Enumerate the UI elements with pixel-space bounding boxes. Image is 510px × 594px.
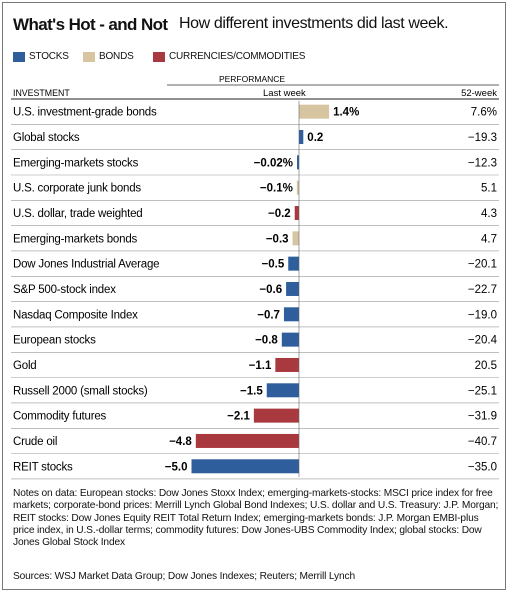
legend-item-stocks: STOCKS: [13, 51, 69, 62]
category-label: U.S. corporate junk bonds: [13, 183, 141, 195]
value-label-last-week: −0.02%: [254, 157, 293, 169]
category-label: Gold: [13, 360, 37, 372]
performance-header: PERFORMANCE: [219, 74, 285, 84]
value-label-last-week: −1.5: [240, 385, 263, 397]
bar-chart: PERFORMANCE INVESTMENT Last week 52-week…: [11, 74, 499, 480]
value-label-last-week: −5.0: [165, 461, 188, 473]
bar-last-week: [297, 155, 299, 170]
value-label-last-week: −4.8: [169, 436, 192, 448]
notes-text: Notes on data: European stocks: Dow Jone…: [13, 488, 499, 549]
legend-label-currencies-commodities: CURRENCIES/COMMODITIES: [169, 51, 306, 62]
legend-swatch-bonds: [83, 51, 95, 62]
row-russell-2000-small-stocks: Russell 2000 (small stocks) −1.5 −25.1: [11, 383, 499, 404]
bar-last-week: [296, 180, 299, 195]
row-u-s-corporate-junk-bonds: U.S. corporate junk bonds −0.1% 5.1: [11, 180, 499, 201]
row-commodity-futures: Commodity futures −2.1 −31.9: [11, 408, 499, 429]
value-label-52-week: −40.7: [468, 436, 497, 448]
row-global-stocks: Global stocks 0.2 −19.3: [11, 129, 499, 150]
bar-last-week: [286, 281, 299, 296]
bar-last-week: [266, 383, 299, 398]
category-label: REIT stocks: [13, 461, 73, 473]
category-label: Dow Jones Industrial Average: [13, 259, 159, 271]
legend-label-bonds: BONDS: [99, 51, 134, 62]
bar-last-week: [292, 231, 299, 246]
value-label-52-week: −20.4: [468, 335, 498, 347]
value-label-last-week: −0.6: [259, 284, 282, 296]
bar-last-week: [195, 433, 299, 448]
chart-frame: What's Hot - and Not How different inves…: [2, 2, 506, 590]
value-label-52-week: −12.3: [468, 157, 497, 169]
value-label-last-week: −0.2: [268, 208, 291, 220]
value-label-52-week: −31.9: [468, 411, 497, 423]
value-label-52-week: 7.6%: [471, 107, 497, 119]
category-label: Emerging-markets stocks: [13, 157, 139, 169]
row-european-stocks: European stocks −0.8 −20.4: [11, 332, 499, 353]
value-label-last-week: 1.4%: [333, 107, 359, 119]
category-label: Crude oil: [13, 436, 57, 448]
value-label-last-week: −2.1: [227, 411, 250, 423]
value-label-52-week: −20.1: [468, 259, 497, 271]
row-reit-stocks: REIT stocks −5.0 −35.0: [11, 459, 499, 480]
value-label-52-week: 5.1: [481, 183, 497, 195]
row-u-s-investment-grade-bonds: U.S. investment-grade bonds 1.4% 7.6%: [11, 104, 499, 125]
bar-last-week: [253, 408, 299, 423]
category-label: Russell 2000 (small stocks): [13, 385, 148, 397]
category-label: Emerging-markets bonds: [13, 233, 138, 245]
legend-swatch-stocks: [13, 51, 25, 62]
chart-subtitle: How different investments did last week.: [179, 15, 449, 32]
category-label: European stocks: [13, 335, 96, 347]
value-label-last-week: −0.1%: [260, 183, 293, 195]
legend-item-currencies-commodities: CURRENCIES/COMMODITIES: [153, 51, 305, 62]
value-label-last-week: −0.3: [266, 233, 289, 245]
bar-last-week: [288, 256, 299, 271]
value-label-52-week: −19.0: [468, 309, 497, 321]
row-nasdaq-composite-index: Nasdaq Composite Index −0.7 −19.0: [11, 307, 499, 328]
last-week-header: Last week: [263, 88, 306, 99]
value-label-52-week: 4.7: [481, 233, 497, 245]
row-gold: Gold −1.1 20.5: [11, 357, 499, 378]
category-label: Commodity futures: [13, 411, 107, 423]
value-label-52-week: −22.7: [468, 284, 497, 296]
row-s-p-500-stock-index: S&P 500-stock index −0.6 −22.7: [11, 281, 499, 302]
row-dow-jones-industrial-average: Dow Jones Industrial Average −0.5 −20.1: [11, 256, 499, 277]
bar-last-week: [299, 129, 304, 144]
value-label-52-week: 4.3: [481, 208, 497, 220]
row-u-s-dollar-trade-weighted: U.S. dollar, trade weighted −0.2 4.3: [11, 205, 499, 226]
row-emerging-markets-bonds: Emerging-markets bonds −0.3 4.7: [11, 231, 499, 252]
week52-header: 52-week: [461, 88, 497, 99]
value-label-last-week: 0.2: [307, 132, 323, 144]
legend-label-stocks: STOCKS: [29, 51, 69, 62]
chart-rows: U.S. investment-grade bonds 1.4% 7.6% Globa…: [11, 101, 499, 480]
source-text: Sources: WSJ Market Data Group; Dow Jone…: [13, 571, 355, 582]
legend-item-bonds: BONDS: [83, 51, 134, 62]
value-label-last-week: −0.8: [255, 335, 278, 347]
bar-last-week: [299, 104, 330, 119]
legend-swatch-currencies-commodities: [153, 51, 165, 62]
category-label: S&P 500-stock index: [13, 284, 116, 296]
bar-last-week: [283, 307, 299, 322]
value-label-52-week: −19.3: [468, 132, 497, 144]
bar-last-week: [294, 205, 299, 220]
category-label: Global stocks: [13, 132, 80, 144]
value-label-52-week: 20.5: [475, 360, 497, 372]
value-label-last-week: −0.7: [257, 309, 280, 321]
bar-last-week: [281, 332, 299, 347]
value-label-last-week: −0.5: [262, 259, 285, 271]
value-label-last-week: −1.1: [249, 360, 272, 372]
value-label-52-week: −25.1: [468, 385, 497, 397]
category-label: Nasdaq Composite Index: [13, 309, 138, 321]
bar-last-week: [191, 459, 299, 474]
investment-header: INVESTMENT: [13, 88, 70, 98]
row-crude-oil: Crude oil −4.8 −40.7: [11, 433, 499, 454]
value-label-52-week: −35.0: [468, 461, 497, 473]
chart-title: What's Hot - and Not: [13, 15, 168, 34]
bar-last-week: [275, 357, 299, 372]
category-label: U.S. dollar, trade weighted: [13, 208, 142, 220]
row-emerging-markets-stocks: Emerging-markets stocks −0.02% −12.3: [11, 155, 499, 176]
category-label: U.S. investment-grade bonds: [13, 107, 157, 119]
